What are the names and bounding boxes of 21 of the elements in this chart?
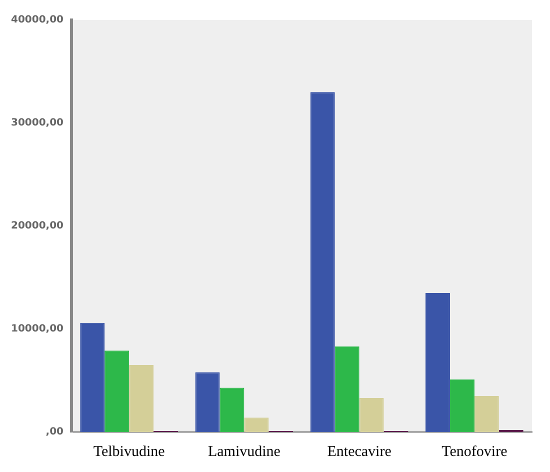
y-tick-label: ,00	[46, 426, 64, 438]
bar	[195, 372, 220, 432]
y-tick-label: 40000,00	[10, 14, 64, 26]
bar	[450, 379, 474, 432]
y-tick-label: 20000,00	[10, 220, 64, 232]
bar	[359, 398, 384, 432]
bar	[129, 365, 154, 432]
y-tick-label: 10000,00	[10, 324, 64, 335]
x-tick-label: Entecavire	[327, 444, 392, 460]
bar	[310, 92, 335, 432]
bar	[474, 396, 499, 432]
x-tick-label: Lamivudine	[208, 444, 281, 460]
y-tick-label: 30000,00	[10, 118, 64, 129]
x-tick-label: Telbivudine	[93, 444, 166, 460]
bar	[426, 292, 450, 432]
bar	[334, 346, 360, 432]
bar	[220, 388, 244, 432]
bar	[80, 322, 105, 432]
bar	[104, 350, 130, 432]
bar	[244, 418, 269, 432]
x-tick-label: Tenofovire	[442, 444, 508, 460]
